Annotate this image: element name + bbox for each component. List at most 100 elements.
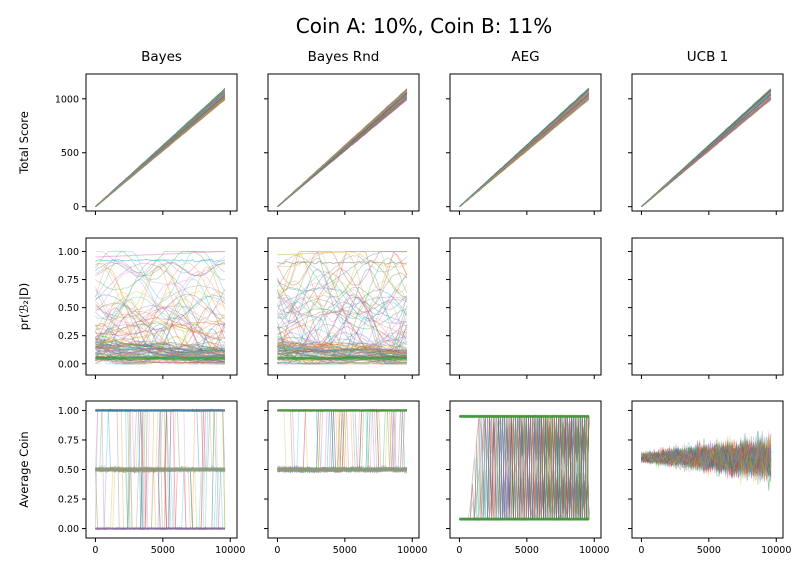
series-group: [277, 251, 408, 365]
series-line: [641, 445, 772, 476]
series-line: [277, 99, 408, 208]
series-line: [277, 96, 408, 208]
series-line: [277, 336, 407, 352]
series-line: [95, 95, 226, 208]
series-line: [641, 98, 772, 208]
y-axis-label-2: Average Coin: [17, 431, 31, 507]
series-line: [277, 268, 408, 316]
x-tick-label: 10000: [579, 545, 609, 556]
series-line: [641, 441, 772, 476]
series-line: [459, 88, 590, 207]
series-line: [277, 92, 408, 207]
series-line: [95, 89, 226, 208]
series-line: [641, 91, 772, 208]
series-line: [459, 89, 590, 208]
series-line: [95, 89, 226, 207]
series-group: [641, 430, 772, 492]
series-line: [641, 443, 772, 473]
series-line: [641, 89, 772, 208]
series-line: [641, 436, 772, 481]
series-line: [459, 92, 590, 208]
series-line: [641, 435, 772, 474]
series-line: [277, 90, 408, 207]
series-line: [95, 336, 225, 365]
series-line: [641, 437, 772, 468]
series-line: [277, 98, 408, 208]
series-line: [641, 97, 772, 208]
series-line: [459, 88, 590, 208]
series-line: [277, 320, 408, 361]
series-line: [641, 93, 772, 207]
series-line: [95, 346, 225, 359]
series-line: [277, 90, 408, 207]
series-line: [641, 95, 772, 208]
series-line: [459, 96, 590, 208]
series-line: [641, 444, 772, 473]
column-title-2: AEG: [511, 49, 539, 65]
series-line: [641, 440, 772, 469]
series-line: [277, 331, 407, 365]
series-line: [641, 99, 772, 207]
series-line: [641, 437, 772, 476]
series-line: [95, 298, 226, 348]
series-line: [95, 263, 225, 310]
series-line: [95, 320, 225, 335]
series-line: [95, 291, 226, 327]
series-line: [95, 90, 226, 207]
series-line: [641, 443, 772, 483]
series-line: [641, 439, 772, 479]
series-line: [277, 95, 408, 208]
series-line: [277, 94, 408, 207]
series-line: [459, 98, 590, 208]
series-line: [641, 443, 772, 478]
series-line: [277, 90, 408, 207]
series-line: [277, 294, 408, 325]
series-line: [459, 95, 590, 208]
series-line: [641, 431, 772, 477]
series-line: [277, 260, 408, 265]
series-line: [641, 433, 772, 477]
series-line: [95, 345, 225, 356]
series-line: [277, 347, 407, 359]
y-tick-label: 1.00: [58, 247, 79, 258]
series-line: [95, 281, 226, 341]
series-line: [277, 89, 408, 208]
series-line: [277, 88, 408, 208]
series-line: [277, 97, 408, 208]
series-line: [277, 289, 408, 350]
series-line: [641, 441, 772, 475]
series-line: [95, 94, 226, 207]
series-line: [459, 87, 590, 208]
series-line: [459, 96, 590, 207]
series-line: [641, 92, 772, 207]
series-line: [95, 262, 226, 322]
series-line: [95, 88, 226, 207]
series-line: [641, 440, 772, 475]
series-line: [95, 348, 226, 359]
series-line: [459, 93, 590, 207]
series-line: [641, 98, 772, 208]
series-line: [95, 89, 226, 207]
chart-title: Coin A: 10%, Coin B: 11%: [296, 14, 552, 38]
series-line: [641, 442, 772, 473]
y-tick-label: 0.75: [58, 435, 79, 446]
series-line: [459, 96, 590, 207]
series-line: [641, 99, 772, 207]
series-line: [641, 93, 772, 208]
series-line: [641, 98, 772, 208]
series-line: [641, 441, 772, 473]
series-line: [641, 441, 772, 477]
series-line: [95, 258, 226, 274]
series-line: [277, 310, 407, 345]
series-line: [95, 93, 226, 207]
series-line: [641, 440, 772, 474]
series-line: [641, 441, 772, 481]
series-line: [95, 271, 226, 309]
series-line: [641, 445, 772, 477]
series-line: [641, 443, 772, 477]
series-line: [95, 262, 225, 317]
series-group: [95, 408, 226, 531]
series-line: [277, 324, 408, 365]
series-line: [95, 348, 225, 359]
